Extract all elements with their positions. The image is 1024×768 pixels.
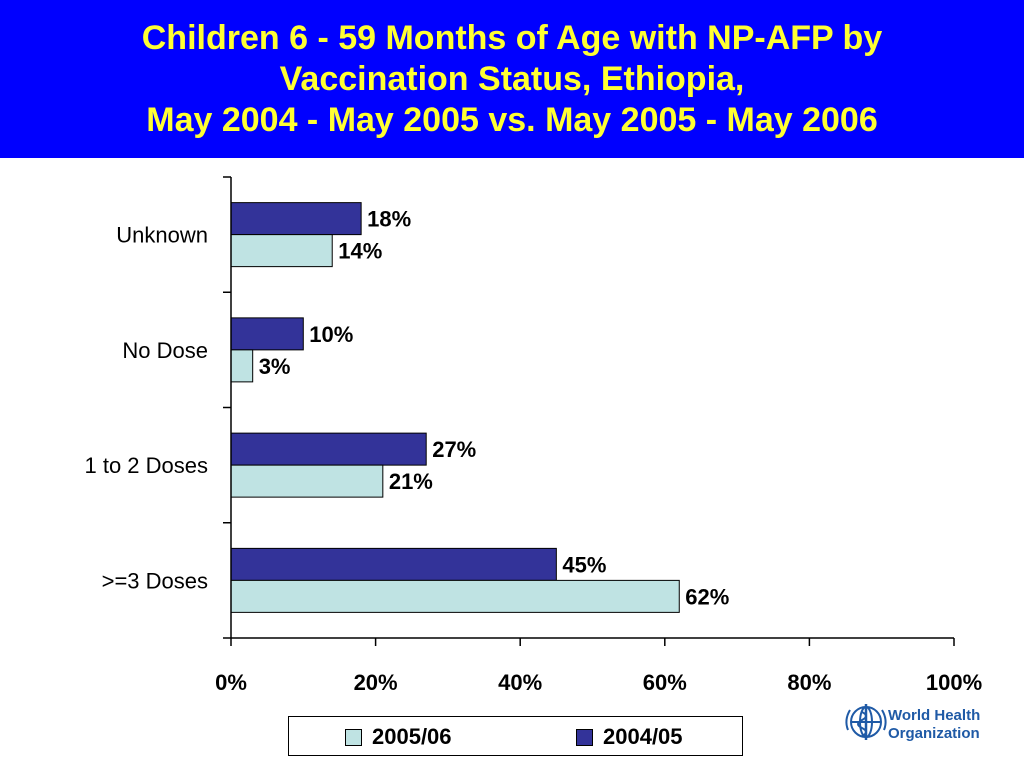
category-label-no-dose: No Dose [122,338,208,363]
who-emblem-icon [845,704,887,740]
bar-2004-05-1-to-2-doses [230,432,427,466]
data-label-2004-05-1-to-2-doses: 27% [432,437,476,462]
legend-item-2005-06: 2005/06 [345,717,452,757]
x-tick-label-20: 20% [354,670,398,695]
chart-title-line-3: May 2004 - May 2005 vs. May 2005 - May 2… [146,100,878,139]
x-tick-label-100: 100% [926,670,982,695]
data-label-2005-06-1-to-2-doses: 21% [389,469,433,494]
x-tick-label-0: 0% [215,670,247,695]
bar-2005-06-1-to-2-doses [230,464,384,498]
chart-title-line-1: Children 6 - 59 Months of Age with NP-AF… [141,18,883,57]
data-label-2005-06-no-dose: 3% [259,354,291,379]
data-label-2005-06-unknown: 14% [338,239,382,264]
x-tick-label-40: 40% [498,670,542,695]
legend-item-2004-05: 2004/05 [576,717,683,757]
chart-legend: 2005/06 2004/05 [288,716,743,756]
bar-2004-05-3-doses [230,547,557,581]
x-tick-label-80: 80% [787,670,831,695]
bar-2004-05-no-dose [230,317,304,351]
legend-swatch-2004-05 [576,728,593,746]
data-label-2005-06-3-doses: 62% [685,584,729,609]
legend-swatch-2005-06 [345,728,362,746]
bar-2004-05-unknown [230,202,362,236]
bar-2005-06-unknown [230,234,333,268]
data-label-2004-05-no-dose: 10% [309,322,353,347]
x-tick-label-60: 60% [643,670,687,695]
chart-title-line-2: Vaccination Status, Ethiopia, [279,59,745,98]
title-banner: Children 6 - 59 Months of Age with NP-AF… [0,0,1024,158]
category-label-3-doses: >=3 Doses [102,568,208,593]
legend-label-2005-06: 2005/06 [372,724,452,749]
category-label-unknown: Unknown [116,223,208,248]
data-label-2004-05-unknown: 18% [367,207,411,232]
bar-2005-06-3-doses [230,579,680,613]
who-logo-line-2: Organization [888,725,980,742]
who-logo-line-1: World Health [888,707,980,724]
category-label-1-to-2-doses: 1 to 2 Doses [84,453,208,478]
bar-2005-06-no-dose [230,349,254,383]
who-logo: World Health Organization [845,704,980,742]
bar-chart: 18% 14% Unknown 10% 3% No Dose 27% 21% 1 to 2 Do… [84,176,982,695]
data-label-2004-05-3-doses: 45% [562,552,606,577]
legend-label-2004-05: 2004/05 [603,724,683,749]
